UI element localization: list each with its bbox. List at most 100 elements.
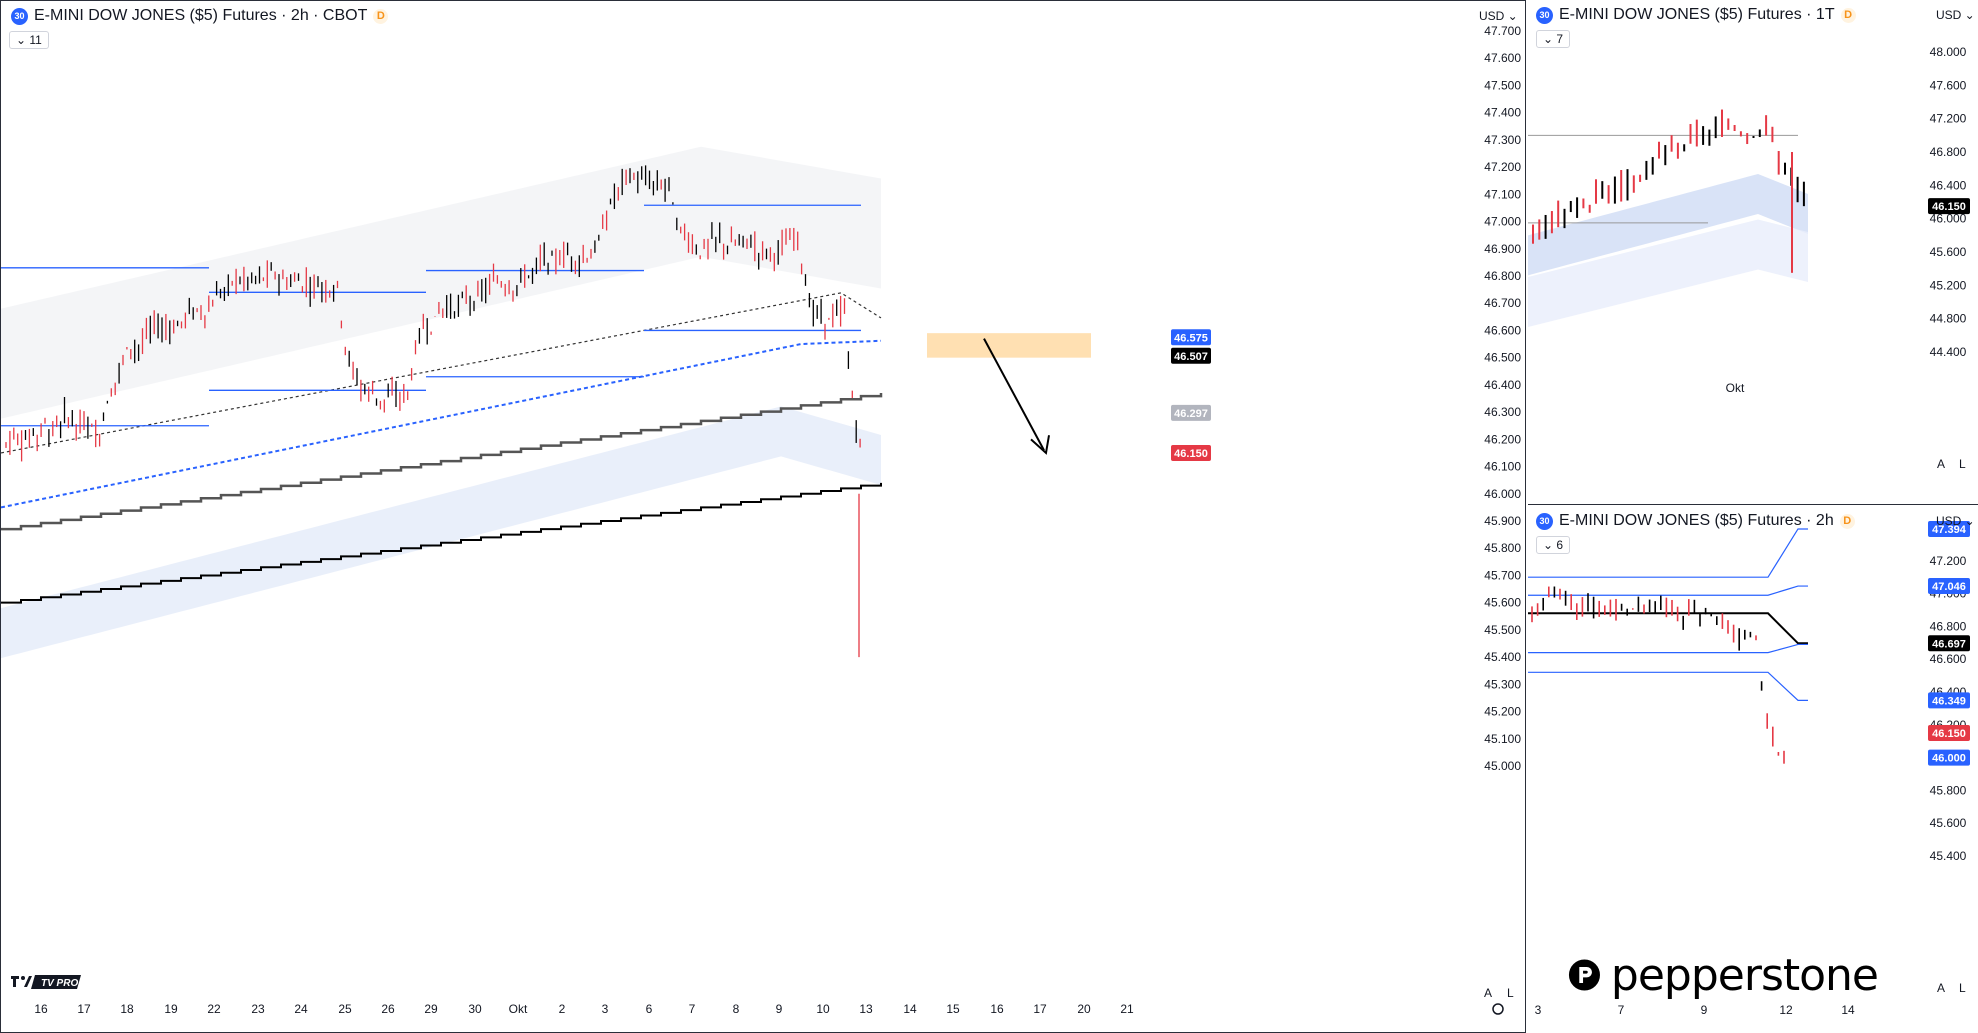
- price-label-bg: [1928, 635, 1970, 652]
- currency-selector[interactable]: USD ⌄: [1936, 8, 1975, 22]
- outer-band: [1, 146, 881, 419]
- log-scale-button[interactable]: L: [1959, 981, 1966, 995]
- y-axis-tick: 47.200: [1930, 554, 1967, 568]
- y-axis-tick: 46.600: [1484, 323, 1521, 337]
- x-axis-tick: 24: [294, 1002, 308, 1016]
- currency-label: USD: [1936, 8, 1962, 22]
- daily-chart-title: 30 E-MINI DOW JONES ($5) Futures · 1T D: [1536, 6, 1856, 24]
- intraday-chart-canvas[interactable]: 47.20047.00046.80046.60046.40046.20046.0…: [1528, 506, 1978, 1033]
- y-axis-tick: 46.500: [1484, 351, 1521, 365]
- y-axis-tick: 45.100: [1484, 732, 1521, 746]
- indicator-count: 6: [1556, 538, 1564, 552]
- arrow-head-icon: [1030, 435, 1050, 455]
- y-axis-tick: 45.200: [1484, 705, 1521, 719]
- y-axis-tick: 46.400: [1484, 378, 1521, 392]
- x-axis-tick: 29: [424, 1002, 438, 1016]
- x-axis-tick: 3: [602, 1002, 609, 1016]
- x-axis-tick: 25: [338, 1002, 352, 1016]
- price-label: 46.000: [1932, 753, 1966, 765]
- vwap-line: [1528, 612, 1808, 645]
- anchored-vwap-line: [1, 482, 882, 604]
- main-chart-canvas[interactable]: 47.700 47.600 47.500 47.400 47.300 47.200 47.1…: [1, 1, 1526, 1033]
- delay-icon: D: [1840, 7, 1856, 23]
- lower-band: [1528, 219, 1808, 327]
- y-axis-tick: 45.400: [1930, 849, 1967, 863]
- channel-band: [1528, 174, 1808, 276]
- y-axis-tick: 45.400: [1484, 650, 1521, 664]
- currency-selector[interactable]: USD ⌄: [1936, 514, 1975, 528]
- daily-chart-canvas[interactable]: 48.000 47.600 47.200 46.800 46.400 46.000 45.6…: [1528, 0, 1978, 505]
- y-axis-tick: 45.900: [1484, 514, 1521, 528]
- price-label: 47.046: [1932, 581, 1966, 593]
- y-axis-tick: 45.300: [1484, 677, 1521, 691]
- lower-band-line: [1528, 671, 1808, 701]
- intraday-chart-pane[interactable]: 47.20047.00046.80046.60046.40046.20046.0…: [1528, 506, 1978, 1033]
- svg-text:TV PRO: TV PRO: [41, 978, 78, 989]
- y-axis-tick: 47.700: [1484, 24, 1521, 38]
- y-axis-tick: 48.000: [1930, 45, 1967, 59]
- indicator-count: 7: [1556, 32, 1564, 46]
- auto-scale-button[interactable]: A: [1484, 986, 1493, 1000]
- intraday-chart-title: 30 E-MINI DOW JONES ($5) Futures · 2h D: [1536, 512, 1855, 530]
- y-axis-tick: 46.400: [1930, 178, 1967, 192]
- y-axis-tick: 46.000: [1484, 487, 1521, 501]
- x-axis-tick: Okt: [509, 1002, 528, 1016]
- x-axis-tick: 6: [646, 1002, 653, 1016]
- x-axis-tick: 17: [77, 1002, 91, 1016]
- y-axis-tick: 47.600: [1484, 51, 1521, 65]
- y-axis-tick: 45.200: [1930, 278, 1967, 292]
- indicator-toggle[interactable]: ⌄ 6: [1536, 536, 1571, 554]
- x-axis-tick: 3: [1535, 1003, 1542, 1017]
- x-axis-tick: 9: [1701, 1003, 1708, 1017]
- delay-icon: D: [1839, 513, 1855, 529]
- x-axis-tick: 19: [164, 1002, 178, 1016]
- pepperstone-logo: pepperstone: [1568, 940, 1879, 1010]
- x-axis-tick: 16: [34, 1002, 48, 1016]
- main-title-text: E-MINI DOW JONES ($5) Futures · 2h · CBO…: [34, 7, 368, 24]
- symbol-icon: 30: [1536, 512, 1553, 530]
- y-axis-tick: 45.800: [1484, 541, 1521, 555]
- auto-scale-button[interactable]: A: [1937, 981, 1946, 995]
- daily-chart-pane[interactable]: 48.000 47.600 47.200 46.800 46.400 46.000 45.6…: [1528, 0, 1978, 505]
- indicator-toggle[interactable]: ⌄ 7: [1536, 30, 1571, 48]
- price-label: 46.697: [1932, 638, 1966, 650]
- x-axis-tick: 14: [903, 1002, 917, 1016]
- x-axis-tick: 8: [733, 1002, 740, 1016]
- x-axis-tick: 12: [1779, 1003, 1793, 1017]
- arrow-line: [983, 338, 1045, 451]
- log-scale-button[interactable]: L: [1507, 986, 1514, 1000]
- y-axis-tick: 46.800: [1484, 269, 1521, 283]
- x-axis-tick: 17: [1033, 1002, 1047, 1016]
- x-axis-tick: 18: [120, 1002, 134, 1016]
- x-axis-tick: 22: [207, 1002, 221, 1016]
- symbol-icon: 30: [1536, 6, 1553, 24]
- y-axis-tick: 47.500: [1484, 78, 1521, 92]
- y-axis-tick: 47.200: [1930, 112, 1967, 126]
- price-label: 46.297: [1174, 408, 1208, 420]
- x-axis-tick: 10: [816, 1002, 830, 1016]
- x-axis-tick: 23: [251, 1002, 265, 1016]
- price-label: 46.150: [1174, 448, 1208, 460]
- tradingview-logo-icon: TV PRO: [11, 975, 81, 989]
- y-axis-tick: 45.700: [1484, 568, 1521, 582]
- price-label-bg: [1928, 198, 1970, 215]
- upper-band-line: [1528, 528, 1808, 578]
- mid-band-line: [1528, 643, 1808, 654]
- x-axis-tick: 26: [381, 1002, 395, 1016]
- y-axis-tick: 45.800: [1930, 783, 1967, 797]
- price-label: 47.394: [1932, 524, 1967, 536]
- y-axis-tick: 45.600: [1484, 596, 1521, 610]
- indicator-toggle[interactable]: ⌄ 11: [9, 31, 49, 49]
- y-axis-tick: 47.000: [1484, 215, 1521, 229]
- price-label: 46.349: [1932, 695, 1966, 707]
- auto-scale-button[interactable]: A: [1937, 457, 1946, 471]
- y-axis-tick: 46.700: [1484, 296, 1521, 310]
- main-chart-pane[interactable]: 47.700 47.600 47.500 47.400 47.300 47.200 47.1…: [0, 0, 1526, 1033]
- log-scale-button[interactable]: L: [1959, 457, 1966, 471]
- price-label: 46.575: [1174, 332, 1208, 344]
- y-axis-tick: 45.000: [1484, 759, 1521, 773]
- price-label-bg: [1928, 520, 1970, 537]
- y-axis-tick: 46.800: [1930, 619, 1967, 633]
- y-axis-tick: 46.800: [1930, 145, 1967, 159]
- currency-selector[interactable]: USD ⌄: [1479, 9, 1518, 23]
